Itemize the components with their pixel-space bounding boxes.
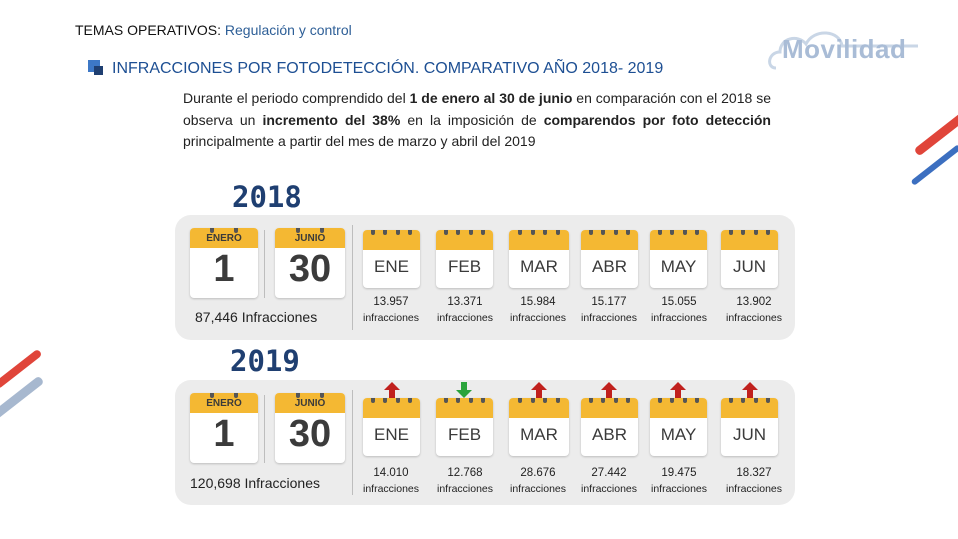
- month-name: FEB: [447, 257, 482, 276]
- page-header: TEMAS OPERATIVOS: Regulación y control: [75, 22, 352, 38]
- decorative-stripes-left: [0, 345, 60, 425]
- year-2019-label: 2019: [230, 344, 300, 378]
- month-card: ENE: [363, 230, 420, 288]
- arrow-up-icon: [531, 382, 547, 398]
- month-card: MAY: [650, 398, 707, 456]
- month-name: FEB: [447, 425, 482, 444]
- calendar-day: 30: [288, 248, 332, 290]
- year-2018-label: 2018: [232, 180, 302, 214]
- month-value: 12.768: [447, 467, 483, 479]
- total-2018: 87,446 Infracciones: [195, 309, 318, 325]
- month-unit: infracciones: [362, 312, 420, 324]
- month-value: 13.957: [373, 296, 409, 308]
- para-text-3: en la imposición de: [400, 111, 544, 128]
- arrow-up-icon: [742, 382, 758, 398]
- calendar-start-2018: ENERO 1: [190, 228, 258, 298]
- month-card: MAR: [509, 230, 569, 288]
- summary-paragraph: Durante el periodo comprendido del 1 de …: [183, 88, 771, 153]
- arrow-up-icon: [384, 382, 400, 398]
- month-name: ENE: [374, 425, 409, 444]
- cloud-icon: [768, 31, 918, 70]
- month-name: MAR: [520, 425, 558, 444]
- calendar-end-2019: JUNIO 30: [275, 393, 345, 463]
- calendar-end-2018: JUNIO 30: [275, 228, 345, 298]
- header-prefix: TEMAS OPERATIVOS:: [75, 22, 221, 38]
- month-value: 14.010: [373, 467, 409, 479]
- month-unit: infracciones: [509, 312, 567, 324]
- month-unit: infracciones: [650, 483, 708, 495]
- month-name: MAR: [520, 257, 558, 276]
- month-card: ENE: [363, 398, 420, 456]
- month-value: 15.055: [661, 296, 697, 308]
- calendar-month-label: ENERO: [206, 398, 242, 409]
- month-value: 13.371: [447, 296, 483, 308]
- month-value: 19.475: [661, 467, 697, 479]
- month-name: JUN: [732, 425, 767, 444]
- month-unit: infracciones: [580, 312, 638, 324]
- arrow-down-icon: [456, 382, 472, 398]
- arrow-up-icon: [670, 382, 686, 398]
- month-card: MAY: [650, 230, 707, 288]
- calendar-start-2019: ENERO 1: [190, 393, 258, 463]
- month-card: ABR: [581, 230, 638, 288]
- logo-text: Movilidad: [782, 34, 907, 64]
- para-bold-1: 1 de enero al 30 de junio: [409, 90, 573, 106]
- calendar-day: 30: [288, 413, 332, 455]
- month-unit: infracciones: [436, 483, 494, 495]
- calendar-day: 1: [213, 248, 235, 290]
- month-unit: infracciones: [650, 312, 708, 324]
- para-text-4: principalmente a partir del mes de marzo…: [183, 133, 536, 149]
- month-value: 27.442: [591, 467, 627, 479]
- month-name: ABR: [592, 257, 627, 276]
- month-value: 15.984: [520, 296, 556, 308]
- arrow-up-icon: [601, 382, 617, 398]
- decorative-stripes-right: [900, 100, 958, 190]
- month-name: ABR: [592, 425, 627, 444]
- para-bold-3: comparendos por foto detección: [543, 111, 771, 128]
- month-card: JUN: [721, 398, 778, 456]
- month-unit: infracciones: [725, 312, 783, 324]
- month-unit: infracciones: [580, 483, 638, 495]
- calendar-day: 1: [213, 413, 235, 455]
- section-bullet-icon: [88, 60, 104, 76]
- divider: [264, 395, 265, 463]
- month-card: JUN: [721, 230, 778, 288]
- para-text-1: Durante el periodo comprendido del: [183, 90, 410, 106]
- month-unit: infracciones: [725, 483, 783, 495]
- month-value: 28.676: [520, 467, 556, 479]
- month-value: 15.177: [591, 296, 627, 308]
- divider: [352, 225, 353, 330]
- calendar-month-label: JUNIO: [294, 398, 326, 409]
- section-title: INFRACCIONES POR FOTODETECCIÓN. COMPARAT…: [112, 60, 664, 77]
- month-card: MAR: [509, 398, 569, 456]
- header-subtitle: Regulación y control: [224, 22, 352, 38]
- divider: [352, 390, 353, 495]
- month-unit: infracciones: [509, 483, 567, 495]
- month-value: 18.327: [736, 467, 772, 479]
- divider: [264, 230, 265, 298]
- month-card: FEB: [436, 230, 493, 288]
- movilidad-logo: Movilidad: [768, 24, 928, 74]
- month-name: MAY: [660, 257, 697, 276]
- calendar-month-label: JUNIO: [294, 233, 326, 244]
- month-name: MAY: [660, 425, 697, 444]
- total-2019: 120,698 Infracciones: [190, 475, 320, 491]
- month-card: ABR: [581, 398, 638, 456]
- month-unit: infracciones: [436, 312, 494, 324]
- calendar-month-label: ENERO: [206, 233, 242, 244]
- month-card: FEB: [436, 398, 493, 456]
- para-text-2: en comparación con el 2018 se observa un: [183, 90, 771, 128]
- month-name: JUN: [732, 257, 767, 276]
- month-name: ENE: [374, 257, 409, 276]
- month-value: 13.902: [736, 296, 772, 308]
- para-bold-2: incremento del 38%: [262, 111, 401, 128]
- month-unit: infracciones: [362, 483, 420, 495]
